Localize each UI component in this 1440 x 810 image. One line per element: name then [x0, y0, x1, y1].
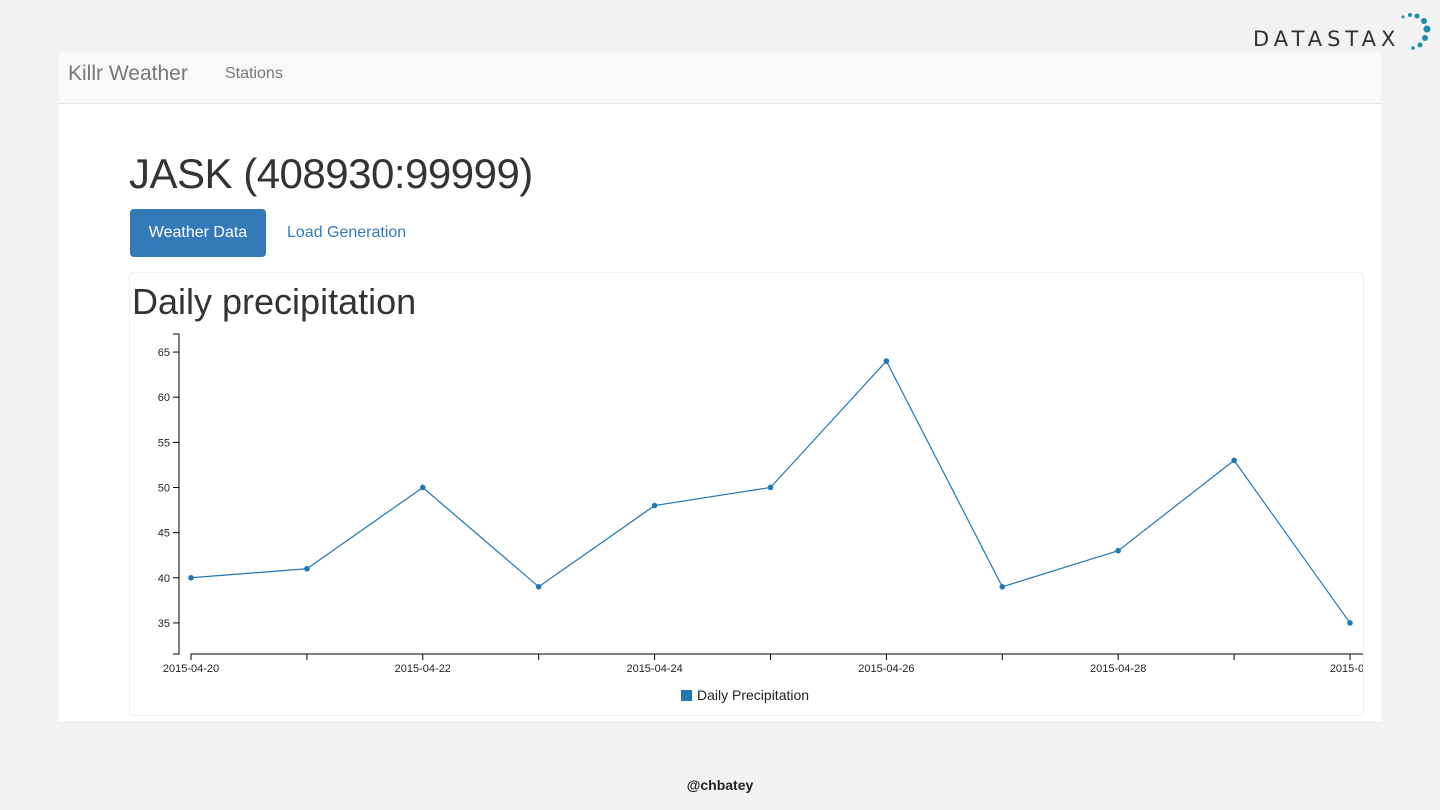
- logo-dots-icon: [1401, 13, 1431, 50]
- tab-load-generation[interactable]: Load Generation: [287, 224, 407, 241]
- page-title: JASK (408930:99999): [129, 150, 533, 197]
- series-line: [190, 360, 1351, 624]
- y-tick-label: 40: [158, 573, 170, 585]
- x-axis-line: [190, 653, 1363, 660]
- data-point: [883, 358, 890, 364]
- chart-legend: Daily Precipitation: [681, 687, 809, 703]
- section-title: Daily precipitation: [132, 281, 417, 322]
- app-window: Killr Weather Stations JASK (408930:9999…: [59, 52, 1381, 721]
- x-tick-label: 2015-04-20: [163, 663, 219, 675]
- data-point: [1347, 620, 1353, 626]
- data-point: [999, 584, 1006, 590]
- logo-text: DATASTAX: [1253, 27, 1401, 51]
- datastax-logo: DATASTAX: [1250, 12, 1432, 52]
- x-tick-label: 2015-04-24: [626, 663, 682, 675]
- nav-link-stations[interactable]: Stations: [225, 65, 283, 82]
- x-tick-label: 2015-04-22: [395, 663, 451, 675]
- data-point: [1115, 547, 1121, 554]
- y-tick-label: 65: [158, 347, 170, 359]
- x-tick-label: 2015-04-28: [1090, 663, 1146, 675]
- y-tick-label: 55: [158, 437, 170, 449]
- y-tick-label: 50: [158, 482, 170, 494]
- legend-label: Daily Precipitation: [697, 687, 810, 703]
- navbar-brand[interactable]: Killr Weather: [68, 62, 188, 85]
- y-tick-label: 35: [158, 618, 170, 630]
- data-point: [651, 502, 658, 509]
- tab-weather-data[interactable]: Weather Data: [130, 209, 266, 257]
- y-tick-label: 60: [158, 392, 170, 404]
- y-tick-label: 45: [158, 528, 170, 540]
- data-point: [420, 484, 426, 491]
- data-point: [535, 584, 542, 590]
- y-axis-line: [173, 333, 180, 655]
- data-point: [304, 565, 310, 572]
- x-tick-label: 2015-04-26: [858, 663, 914, 675]
- footer-handle: @chbatey: [686, 777, 754, 793]
- precipitation-chart: 35 40 45 50 55 60 65 2015-04-20 2015-04-22 2015-0…: [158, 333, 1363, 675]
- x-tick-label: 2015-04: [1330, 663, 1363, 675]
- data-point: [1231, 457, 1237, 464]
- data-point: [188, 574, 194, 581]
- legend-swatch: [681, 689, 692, 701]
- data-point: [767, 484, 774, 491]
- chart-panel: Daily precipitation 35 40 45 50 55 60 65 2015-0…: [129, 272, 1364, 716]
- navbar: Killr Weather Stations: [59, 52, 1381, 104]
